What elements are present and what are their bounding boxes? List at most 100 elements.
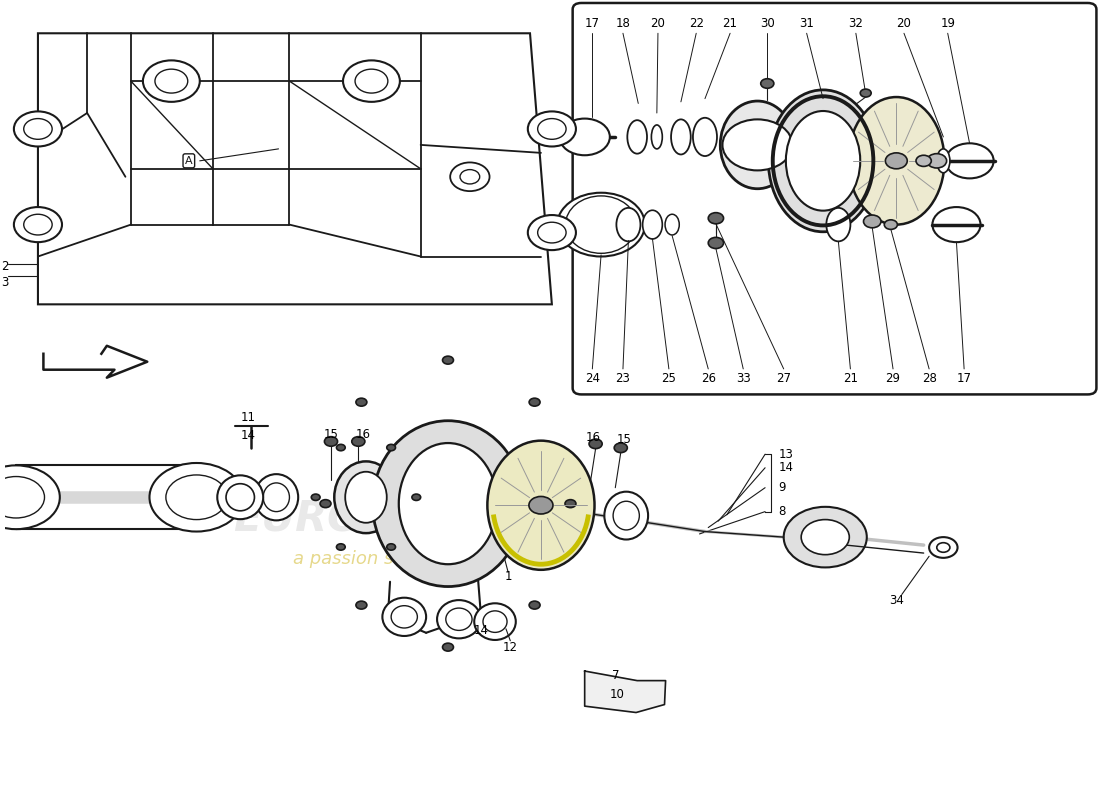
- Text: 9: 9: [778, 481, 785, 494]
- Circle shape: [14, 207, 62, 242]
- Circle shape: [143, 60, 200, 102]
- Text: 11: 11: [241, 411, 255, 424]
- Ellipse shape: [937, 149, 950, 173]
- Circle shape: [0, 477, 44, 518]
- Circle shape: [150, 463, 243, 531]
- Circle shape: [442, 643, 453, 651]
- Polygon shape: [37, 34, 552, 304]
- Circle shape: [14, 111, 62, 146]
- Text: 20: 20: [896, 18, 912, 30]
- Circle shape: [24, 214, 52, 235]
- Circle shape: [460, 170, 480, 184]
- Ellipse shape: [383, 598, 426, 636]
- Text: A: A: [233, 478, 240, 489]
- Text: A: A: [185, 156, 192, 166]
- Circle shape: [538, 118, 566, 139]
- Text: EUROSPARES: EUROSPARES: [233, 498, 542, 541]
- Text: 16: 16: [586, 431, 601, 444]
- Ellipse shape: [769, 90, 878, 232]
- Text: 22: 22: [689, 18, 704, 30]
- Circle shape: [356, 398, 367, 406]
- Ellipse shape: [613, 502, 639, 530]
- Text: 17: 17: [585, 18, 600, 30]
- Circle shape: [916, 155, 932, 166]
- Ellipse shape: [627, 120, 647, 154]
- Circle shape: [590, 439, 602, 449]
- Ellipse shape: [437, 600, 481, 638]
- Ellipse shape: [334, 462, 398, 533]
- Text: 10: 10: [610, 689, 625, 702]
- Circle shape: [529, 601, 540, 609]
- Circle shape: [708, 213, 724, 224]
- Circle shape: [560, 118, 609, 155]
- Text: 32: 32: [848, 18, 864, 30]
- Text: 18: 18: [616, 18, 630, 30]
- Text: 33: 33: [736, 372, 750, 385]
- Circle shape: [0, 466, 59, 529]
- Circle shape: [614, 443, 627, 453]
- Text: 29: 29: [886, 372, 901, 385]
- Text: a passion since 1990: a passion since 1990: [752, 226, 899, 239]
- Circle shape: [166, 475, 227, 519]
- Circle shape: [355, 69, 388, 93]
- Circle shape: [864, 215, 881, 228]
- Text: 12: 12: [503, 641, 518, 654]
- Circle shape: [937, 542, 950, 552]
- Circle shape: [886, 153, 907, 169]
- Polygon shape: [585, 671, 666, 713]
- Circle shape: [946, 143, 993, 178]
- Ellipse shape: [483, 611, 507, 632]
- Circle shape: [927, 154, 947, 168]
- Circle shape: [311, 494, 320, 501]
- Circle shape: [860, 89, 871, 97]
- Text: a passion since 1990: a passion since 1990: [293, 550, 483, 569]
- Text: 20: 20: [650, 18, 666, 30]
- Circle shape: [528, 215, 576, 250]
- Text: 23: 23: [616, 372, 630, 385]
- Circle shape: [558, 193, 645, 257]
- Circle shape: [356, 601, 367, 609]
- Circle shape: [442, 356, 453, 364]
- Circle shape: [884, 220, 898, 230]
- Text: 17: 17: [957, 372, 971, 385]
- Circle shape: [337, 544, 345, 550]
- Circle shape: [320, 500, 331, 508]
- Ellipse shape: [392, 606, 417, 628]
- Text: 7: 7: [612, 669, 619, 682]
- Ellipse shape: [848, 97, 945, 225]
- Text: 13: 13: [778, 448, 793, 461]
- Circle shape: [708, 238, 724, 249]
- Ellipse shape: [642, 210, 662, 239]
- Text: 27: 27: [777, 372, 791, 385]
- Circle shape: [529, 398, 540, 406]
- Circle shape: [411, 494, 420, 501]
- Ellipse shape: [474, 603, 516, 640]
- Ellipse shape: [373, 421, 524, 586]
- Text: 14: 14: [241, 430, 255, 442]
- Circle shape: [343, 60, 400, 102]
- Text: 34: 34: [889, 594, 904, 607]
- Circle shape: [337, 444, 345, 450]
- Circle shape: [324, 437, 338, 446]
- Text: 26: 26: [701, 372, 716, 385]
- Text: 21: 21: [843, 372, 858, 385]
- Text: 28: 28: [922, 372, 936, 385]
- Ellipse shape: [565, 196, 637, 254]
- Circle shape: [783, 507, 867, 567]
- Circle shape: [24, 118, 52, 139]
- Ellipse shape: [671, 119, 691, 154]
- Circle shape: [801, 519, 849, 554]
- Circle shape: [930, 537, 958, 558]
- Text: 14: 14: [778, 462, 793, 474]
- Text: 30: 30: [760, 18, 774, 30]
- FancyBboxPatch shape: [573, 3, 1097, 394]
- Circle shape: [565, 500, 576, 508]
- Ellipse shape: [263, 483, 289, 512]
- Ellipse shape: [487, 441, 594, 570]
- Circle shape: [761, 78, 773, 88]
- Ellipse shape: [693, 118, 717, 156]
- Text: EUROSPARES: EUROSPARES: [712, 186, 938, 215]
- Ellipse shape: [785, 111, 860, 210]
- Ellipse shape: [254, 474, 298, 520]
- Text: 2: 2: [1, 259, 9, 273]
